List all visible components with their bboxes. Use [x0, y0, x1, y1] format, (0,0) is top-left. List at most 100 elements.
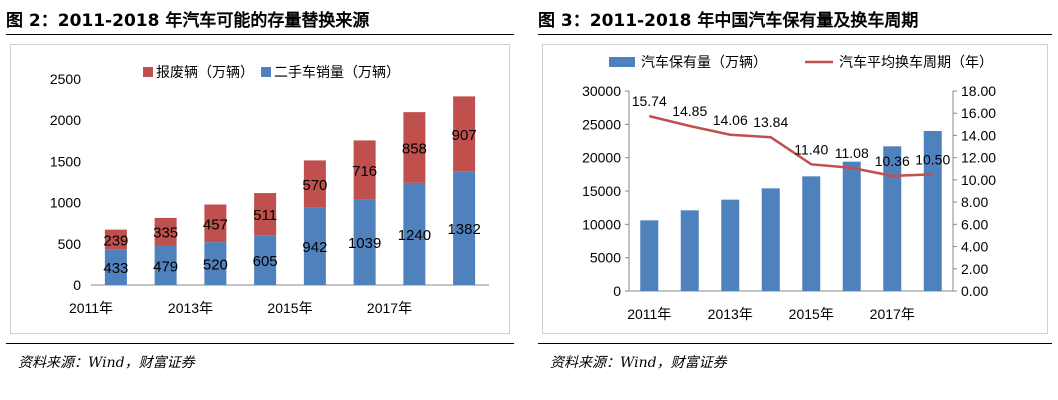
- bar-segment-used-car-sales: [254, 235, 277, 285]
- y-tick-label: 0: [613, 283, 621, 299]
- bar-vehicle-stock: [640, 220, 659, 291]
- bar-segment-scrapped: [353, 140, 376, 200]
- y2-tick-label: 16.00: [961, 105, 996, 121]
- data-label: 511: [253, 207, 277, 224]
- y-tick-label: 5000: [590, 250, 621, 266]
- line-replacement-cycle: [648, 114, 933, 178]
- source-note: 资料来源：Wind，财富证券: [550, 355, 727, 371]
- bar-segment-used-car-sales: [204, 242, 227, 285]
- figure-2-panel: 图 2：2011-2018 年汽车可能的存量替换来源 0 500 1000 1500 2…: [0, 0, 520, 400]
- title-rule: [6, 34, 514, 35]
- data-label: 520: [203, 257, 228, 274]
- bar-segment-used-car-sales: [104, 249, 127, 285]
- y-tick-label: 500: [58, 236, 82, 252]
- bar-segment-scrapped: [403, 112, 426, 183]
- data-label: 10.50: [915, 151, 950, 167]
- x-tick-label: 2017年: [870, 306, 915, 322]
- y2-tick-label: 0.00: [961, 283, 988, 299]
- x-tick-label: 2015年: [789, 306, 834, 322]
- data-label: 1039: [348, 235, 381, 252]
- y-tick-label: 10000: [582, 216, 621, 232]
- figure-title: 图 2：2011-2018 年汽车可能的存量替换来源: [6, 11, 370, 31]
- x-tick-label: 2017年: [367, 300, 412, 316]
- y-tick-label: 15000: [582, 183, 621, 199]
- bar-segment-scrapped: [453, 96, 476, 172]
- x-tick-label: 2011年: [627, 306, 671, 322]
- data-label: 15.74: [632, 93, 667, 109]
- data-label: 1382: [447, 221, 480, 238]
- data-label: 479: [153, 258, 178, 275]
- figure-title: 图 3：2011-2018 年中国汽车保有量及换车周期: [538, 11, 919, 31]
- x-tick-label: 2015年: [267, 300, 312, 316]
- bar-segment-scrapped: [154, 217, 177, 246]
- data-label: 11.40: [794, 141, 828, 157]
- data-label: 239: [103, 232, 128, 249]
- chart-frame: 0 5000 10000 15000 20000 25000 30000 0.00 2.00 4.…: [542, 44, 1048, 334]
- y-tick-label: 30000: [582, 83, 621, 99]
- y-tick-label: 1000: [50, 195, 81, 211]
- legend-swatch: [261, 67, 271, 77]
- legend-label: 二手车销量（万辆）: [274, 64, 400, 80]
- bar-vehicle-stock: [883, 146, 902, 291]
- source-rule: [6, 343, 514, 344]
- bar-segment-used-car-sales: [154, 245, 177, 285]
- bar-vehicle-stock: [923, 131, 942, 291]
- data-label: 13.84: [753, 114, 788, 130]
- y2-tick-label: 14.00: [961, 127, 996, 143]
- bar-segment-used-car-sales: [353, 199, 376, 285]
- data-label: 858: [402, 140, 427, 157]
- y2-tick-label: 18.00: [961, 83, 996, 99]
- source-rule: [538, 343, 1052, 344]
- data-label: 907: [452, 127, 477, 144]
- bar-segment-scrapped: [204, 204, 227, 243]
- data-label: 14.06: [713, 112, 748, 128]
- y-tick-label: 2500: [50, 71, 81, 87]
- data-label: 335: [153, 225, 178, 242]
- chart-frame: 0 500 1000 1500 2000 2500 433 239 479 335 520 457 60…: [10, 44, 510, 334]
- title-rule: [538, 34, 1052, 35]
- data-label: 433: [103, 260, 128, 277]
- data-label: 1240: [398, 227, 431, 244]
- y-tick-label: 2000: [50, 112, 81, 128]
- bar-line-combo-chart: 0 5000 10000 15000 20000 25000 30000 0.00 2.00 4.…: [582, 54, 996, 322]
- data-label: 11.08: [835, 145, 869, 161]
- bar-vehicle-stock: [761, 188, 780, 291]
- legend-label: 汽车平均换车周期（年）: [839, 54, 993, 70]
- y-tick-label: 20000: [582, 150, 621, 166]
- x-tick-label: 2013年: [708, 306, 753, 322]
- data-label: 457: [203, 216, 228, 233]
- bar-vehicle-stock: [802, 176, 821, 291]
- x-tick-label: 2013年: [168, 300, 213, 316]
- y2-tick-label: 4.00: [961, 239, 988, 255]
- data-label: 10.36: [875, 153, 910, 169]
- source-note: 资料来源：Wind，财富证券: [18, 355, 195, 371]
- bar-segment-used-car-sales: [303, 207, 326, 285]
- y2-tick-label: 8.00: [961, 194, 988, 210]
- bar-segment-used-car-sales: [453, 171, 476, 285]
- y-tick-label: 1500: [50, 153, 81, 169]
- legend-label: 报废辆（万辆）: [156, 64, 254, 80]
- y2-tick-label: 6.00: [961, 216, 988, 232]
- bar-segment-scrapped: [303, 160, 326, 208]
- data-label: 570: [302, 177, 327, 194]
- bar-segment-scrapped: [254, 193, 277, 236]
- stacked-bar-chart: 0 500 1000 1500 2000 2500 433 239 479 335 520 457 60…: [50, 64, 489, 316]
- data-label: 942: [302, 239, 327, 256]
- bar-vehicle-stock: [842, 161, 861, 291]
- y2-tick-label: 2.00: [961, 261, 988, 277]
- figure-3-panel: 图 3：2011-2018 年中国汽车保有量及换车周期 0 5000 10000 15…: [532, 0, 1058, 400]
- y-tick-label: 25000: [582, 116, 621, 132]
- y2-tick-label: 10.00: [961, 172, 996, 188]
- y2-tick-label: 12.00: [961, 150, 996, 166]
- bar-segment-used-car-sales: [403, 182, 426, 285]
- legend-swatch: [143, 67, 153, 77]
- data-label: 14.85: [672, 103, 707, 119]
- legend-swatch: [609, 57, 635, 67]
- data-label: 716: [352, 163, 377, 180]
- bar-vehicle-stock: [721, 199, 740, 291]
- bar-segment-scrapped: [104, 229, 127, 250]
- x-tick-label: 2011年: [69, 300, 113, 316]
- y-tick-label: 0: [73, 277, 81, 293]
- legend-label: 汽车保有量（万辆）: [641, 54, 767, 70]
- data-label: 605: [253, 253, 278, 270]
